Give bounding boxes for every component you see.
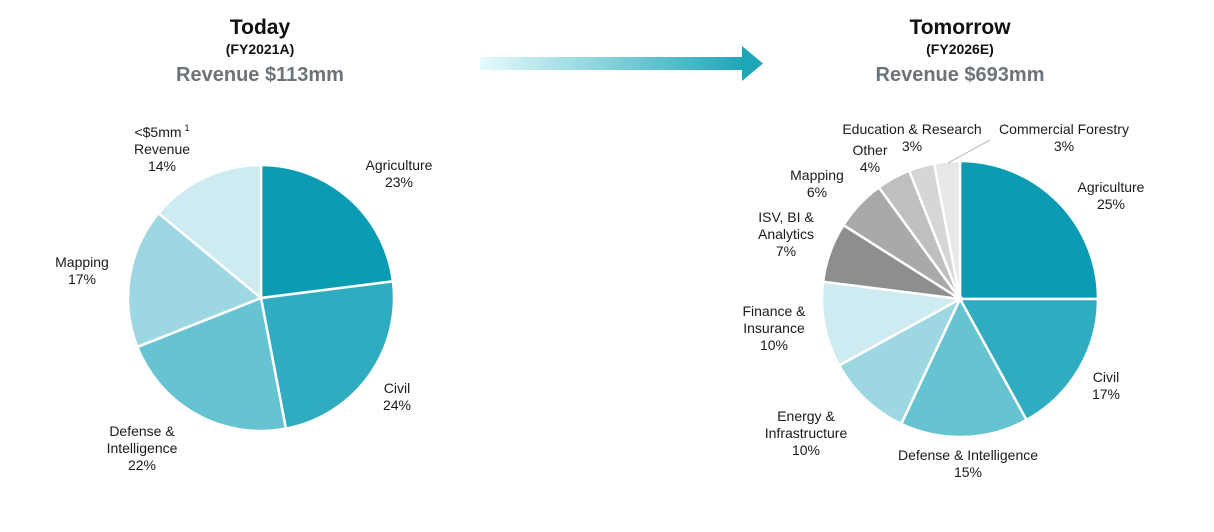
slice-label-energy-infrastructure: Energy & Infrastructure 10% — [765, 408, 848, 458]
leader-line — [947, 139, 991, 164]
today-pie-chart — [126, 163, 396, 433]
tomorrow-pie-chart — [820, 159, 1100, 439]
slice-label-5mm-revenue: <$5mm 1 Revenue 14% — [134, 123, 190, 174]
pie-slice-defense-intelligence — [899, 296, 1029, 439]
slice-label-agriculture: Agriculture 25% — [1078, 179, 1145, 212]
pie-slice-agriculture — [259, 163, 395, 300]
slice-label-mapping: Mapping 17% — [55, 254, 109, 287]
pie-slice-energy-infrastructure — [837, 296, 963, 426]
slice-label-education-research: Education & Research 3% — [842, 121, 981, 154]
slice-label-finance-insurance: Finance & Insurance 10% — [742, 303, 806, 353]
slice-label-civil: Civil 24% — [383, 380, 411, 413]
slice-label-defense-intelligence: Defense & Intelligence 15% — [898, 447, 1038, 480]
pie-slice-5mm-revenue — [156, 163, 263, 301]
slice-label-defense-intelligence: Defense & Intelligence 22% — [107, 423, 178, 473]
tomorrow-pie-labels: Agriculture 25% Civil 17% Defense & Intellig… — [742, 121, 1144, 480]
slice-label-isv-bi-analytics: ISV, BI & Analytics 7% — [758, 209, 814, 259]
slice-label-other: Other 4% — [852, 142, 887, 175]
pie-slice-agriculture — [958, 159, 1100, 301]
transition-arrow-icon — [480, 46, 763, 81]
pie-slice-civil — [957, 297, 1100, 422]
slice-label-civil: Civil 17% — [1092, 369, 1120, 402]
chart-title: Today — [229, 16, 291, 39]
today-header: Today (FY2021A) Revenue $113mm — [160, 16, 360, 88]
tomorrow-header: Tomorrow (FY2026E) Revenue $693mm — [855, 16, 1065, 88]
pie-slice-mapping — [126, 211, 264, 349]
chart-subtitle: (FY2021A) — [225, 41, 295, 57]
revenue-label: Revenue $113mm — [176, 64, 344, 86]
slice-label-mapping: Mapping 6% — [790, 167, 844, 200]
today-pie-labels: Agriculture 23% Civil 24% Defense & Intellige… — [55, 123, 433, 473]
pie-slice-commercial-forestry — [932, 159, 962, 300]
chart-subtitle: (FY2026E) — [926, 41, 994, 57]
slice-label-commercial-forestry: Commercial Forestry 3% — [999, 121, 1129, 154]
revenue-label: Revenue $693mm — [875, 64, 1045, 86]
chart-title: Tomorrow — [909, 16, 1011, 39]
pie-slice-civil — [259, 279, 396, 431]
pie-slice-defense-intelligence — [135, 296, 288, 433]
pie-slice-finance-insurance — [820, 280, 964, 368]
slice-label-agriculture: Agriculture 23% — [366, 157, 433, 190]
